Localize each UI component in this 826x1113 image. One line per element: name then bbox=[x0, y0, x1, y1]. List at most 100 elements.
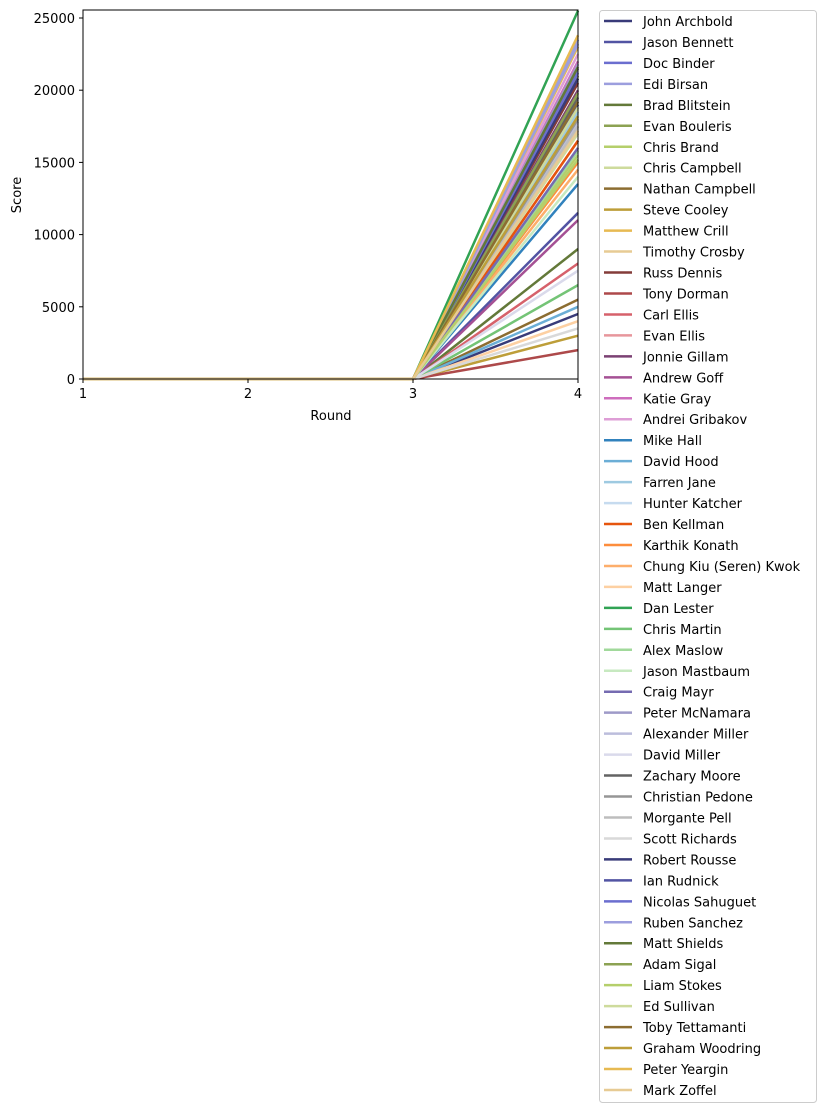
legend-label: Evan Bouleris bbox=[643, 120, 732, 135]
legend-item: Mark Zoffel bbox=[604, 1084, 717, 1099]
legend-item: Dan Lester bbox=[604, 602, 714, 617]
legend-item: Craig Mayr bbox=[604, 686, 714, 701]
legend-label: Peter McNamara bbox=[643, 707, 751, 722]
legend-label: Timothy Crosby bbox=[642, 246, 745, 261]
legend-item: Adam Sigal bbox=[604, 958, 716, 973]
legend-label: Ian Rudnick bbox=[643, 874, 719, 889]
legend-label: Carl Ellis bbox=[643, 308, 699, 323]
legend-label: Chris Martin bbox=[643, 623, 722, 638]
legend-label: Jonnie Gillam bbox=[642, 350, 729, 365]
y-tick-label: 0 bbox=[67, 373, 75, 388]
legend-item: Alexander Miller bbox=[604, 728, 749, 743]
y-axis-label: Score bbox=[10, 177, 25, 213]
legend-label: Matt Shields bbox=[643, 937, 723, 952]
legend-item: Chris Campbell bbox=[604, 162, 742, 177]
legend-label: Adam Sigal bbox=[643, 958, 716, 973]
y-tick-label: 25000 bbox=[34, 12, 75, 27]
legend-label: Christian Pedone bbox=[643, 791, 753, 806]
x-axis-label: Round bbox=[310, 409, 351, 424]
legend-item: Evan Bouleris bbox=[604, 120, 732, 135]
legend-item: Farren Jane bbox=[604, 476, 716, 491]
legend-item: Matt Shields bbox=[604, 937, 723, 952]
legend-item: Christian Pedone bbox=[604, 791, 753, 806]
legend-item: Matthew Crill bbox=[604, 225, 729, 240]
legend-item: David Hood bbox=[604, 455, 719, 470]
legend-item: Chung Kiu (Seren) Kwok bbox=[604, 560, 801, 575]
legend-label: Steve Cooley bbox=[643, 204, 729, 219]
legend-label: Dan Lester bbox=[643, 602, 714, 617]
legend-label: Chris Campbell bbox=[643, 162, 742, 177]
legend-label: Toby Tettamanti bbox=[642, 1021, 746, 1036]
legend-item: Katie Gray bbox=[604, 392, 711, 407]
legend-label: Zachary Moore bbox=[643, 770, 741, 785]
legend-label: Brad Blitstein bbox=[643, 99, 731, 114]
legend-label: Robert Rousse bbox=[643, 853, 736, 868]
legend-item: Zachary Moore bbox=[604, 770, 741, 785]
legend-item: Scott Richards bbox=[604, 832, 737, 847]
legend-item: Edi Birsan bbox=[604, 78, 708, 93]
legend-item: Andrew Goff bbox=[604, 371, 724, 386]
legend-item: Jason Bennett bbox=[604, 36, 734, 51]
legend-item: Nathan Campbell bbox=[604, 183, 756, 198]
legend-label: Morgante Pell bbox=[643, 811, 732, 826]
legend-item: Jason Mastbaum bbox=[604, 665, 750, 680]
legend-label: Andrei Gribakov bbox=[643, 413, 747, 428]
legend-label: Mike Hall bbox=[643, 434, 702, 449]
legend-label: Craig Mayr bbox=[643, 686, 714, 701]
legend-item: Robert Rousse bbox=[604, 853, 736, 868]
legend-label: Evan Ellis bbox=[643, 329, 705, 344]
legend-item: Steve Cooley bbox=[604, 204, 729, 219]
legend-label: Tony Dorman bbox=[642, 287, 729, 302]
legend-item: Jonnie Gillam bbox=[604, 350, 729, 365]
legend-label: John Archbold bbox=[642, 15, 733, 30]
legend-item: Graham Woodring bbox=[604, 1042, 761, 1057]
y-tick-label: 15000 bbox=[34, 156, 75, 171]
legend-item: Andrei Gribakov bbox=[604, 413, 747, 428]
legend-label: Chung Kiu (Seren) Kwok bbox=[643, 560, 801, 575]
legend-label: Liam Stokes bbox=[643, 979, 722, 994]
legend-label: Farren Jane bbox=[643, 476, 716, 491]
x-tick-label: 3 bbox=[409, 387, 417, 402]
legend-item: Ruben Sanchez bbox=[604, 916, 743, 931]
legend-item: Toby Tettamanti bbox=[604, 1021, 746, 1036]
legend-item: Brad Blitstein bbox=[604, 99, 731, 114]
legend-label: Peter Yeargin bbox=[643, 1063, 728, 1078]
legend-label: Matthew Crill bbox=[643, 225, 729, 240]
x-tick-label: 2 bbox=[244, 387, 252, 402]
series-line bbox=[83, 262, 579, 381]
legend-item: Carl Ellis bbox=[604, 308, 699, 323]
legend-item: Peter Yeargin bbox=[604, 1063, 728, 1078]
legend-label: Nicolas Sahuguet bbox=[643, 895, 756, 910]
legend-item: Matt Langer bbox=[604, 581, 722, 596]
legend-item: Alex Maslow bbox=[604, 644, 724, 659]
legend-item: Doc Binder bbox=[604, 57, 715, 72]
legend-item: Chris Brand bbox=[604, 141, 719, 156]
y-tick-label: 20000 bbox=[34, 84, 75, 99]
legend-label: Karthik Konath bbox=[643, 539, 739, 554]
legend-label: Graham Woodring bbox=[643, 1042, 761, 1057]
legend-label: Scott Richards bbox=[643, 832, 737, 847]
legend-item: Peter McNamara bbox=[604, 707, 751, 722]
legend-item: David Miller bbox=[604, 749, 721, 764]
legend-item: Ed Sullivan bbox=[604, 1000, 715, 1015]
legend-label: Ben Kellman bbox=[643, 518, 724, 533]
legend-item: Karthik Konath bbox=[604, 539, 739, 554]
legend-label: Andrew Goff bbox=[643, 371, 724, 386]
legend-label: David Miller bbox=[643, 749, 721, 764]
series-line bbox=[83, 284, 579, 381]
legend-item: Tony Dorman bbox=[604, 287, 729, 302]
x-tick-label: 4 bbox=[574, 387, 582, 402]
legend-item: Liam Stokes bbox=[604, 979, 722, 994]
legend-item: Hunter Katcher bbox=[604, 497, 743, 512]
y-tick-label: 5000 bbox=[42, 301, 75, 316]
legend: John Archbold Jason Bennett Doc Binder Edi … bbox=[599, 10, 817, 1103]
legend-label: Ed Sullivan bbox=[643, 1000, 715, 1015]
legend-label: Edi Birsan bbox=[643, 78, 708, 93]
legend-label: Nathan Campbell bbox=[643, 183, 756, 198]
legend-item: Timothy Crosby bbox=[604, 246, 745, 261]
legend-item: Ben Kellman bbox=[604, 518, 724, 533]
legend-item: Ian Rudnick bbox=[604, 874, 719, 889]
y-tick-label: 10000 bbox=[34, 229, 75, 244]
legend-label: Jason Mastbaum bbox=[642, 665, 750, 680]
